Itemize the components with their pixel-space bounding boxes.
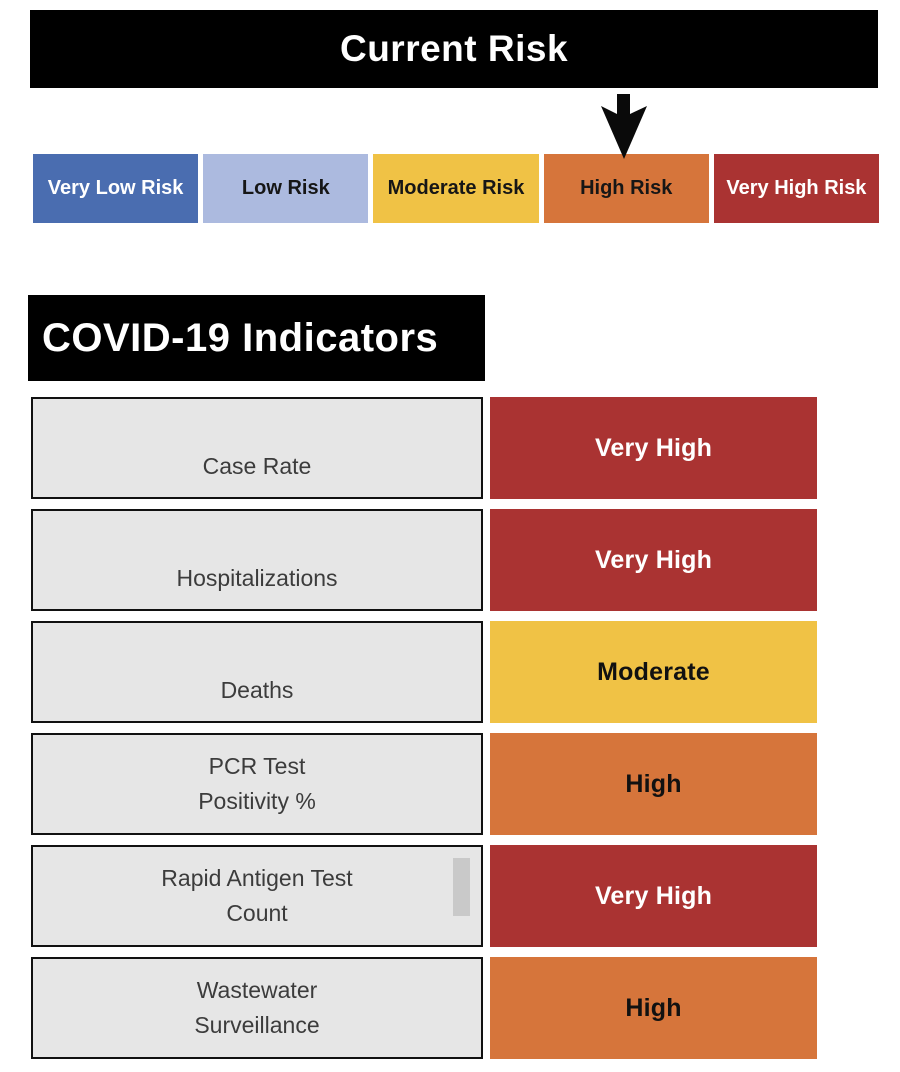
down-arrow-icon bbox=[601, 94, 647, 159]
status-badge-label: Moderate bbox=[597, 657, 710, 686]
indicator-label-line: Rapid Antigen Test bbox=[161, 865, 353, 891]
risk-level-label: Very Low Risk bbox=[47, 177, 184, 199]
risk-level-label: Moderate Risk bbox=[387, 177, 525, 199]
risk-level-low-risk: Low Risk bbox=[203, 154, 369, 223]
indicator-label-box: Deaths bbox=[31, 621, 483, 723]
indicator-label-box: Case Rate bbox=[31, 397, 483, 499]
risk-level-moderate-risk: Moderate Risk bbox=[373, 154, 539, 223]
indicator-label-box: Wastewater Surveillance bbox=[31, 957, 483, 1059]
risk-scale: Very Low Risk Low Risk Moderate Risk High R… bbox=[33, 154, 880, 223]
indicator-row: Rapid Antigen Test Count Very High bbox=[31, 845, 817, 947]
indicator-label-line: Positivity % bbox=[198, 788, 316, 814]
status-badge-label: High bbox=[625, 769, 682, 798]
indicator-label-line: PCR Test bbox=[208, 753, 306, 779]
current-risk-banner: Current Risk bbox=[30, 10, 878, 88]
indicator-label-line: Surveillance bbox=[194, 1012, 320, 1038]
status-badge: Very High bbox=[490, 509, 817, 611]
indicator-label-box: PCR Test Positivity % bbox=[31, 733, 483, 835]
risk-level-label: Very High Risk bbox=[726, 177, 867, 199]
indicator-row: Deaths Moderate bbox=[31, 621, 817, 723]
status-badge-label: Very High bbox=[594, 881, 713, 910]
indicator-label-line: Wastewater bbox=[196, 977, 318, 1003]
indicator-label-line: Deaths bbox=[220, 676, 294, 703]
covid-indicators-title: COVID-19 Indicators bbox=[42, 315, 439, 360]
indicator-label-box: Hospitalizations bbox=[31, 509, 483, 611]
status-badge: High bbox=[490, 957, 817, 1059]
status-badge-label: High bbox=[625, 993, 682, 1022]
indicator-label-line: Case Rate bbox=[202, 452, 312, 479]
status-badge-label: Very High bbox=[594, 433, 713, 462]
status-badge: Very High bbox=[490, 845, 817, 947]
status-badge: Very High bbox=[490, 397, 817, 499]
risk-level-high-risk: High Risk bbox=[543, 154, 709, 223]
indicator-row: Wastewater Surveillance High bbox=[31, 957, 817, 1059]
indicator-row: Case Rate Very High bbox=[31, 397, 817, 499]
covid-indicators-banner: COVID-19 Indicators bbox=[28, 295, 485, 381]
risk-level-label: Low Risk bbox=[241, 177, 330, 199]
scrollbar-thumb[interactable] bbox=[453, 858, 470, 916]
risk-level-very-low-risk: Very Low Risk bbox=[33, 154, 199, 223]
risk-level-very-high-risk: Very High Risk bbox=[713, 154, 880, 223]
status-badge-label: Very High bbox=[594, 545, 713, 574]
risk-level-label: High Risk bbox=[580, 177, 673, 199]
indicator-label-line: Hospitalizations bbox=[176, 564, 338, 591]
indicator-list: Case Rate Very High Hospitalizations Very H… bbox=[31, 397, 817, 1069]
current-risk-title: Current Risk bbox=[339, 28, 569, 69]
indicator-row: PCR Test Positivity % High bbox=[31, 733, 817, 835]
status-badge: Moderate bbox=[490, 621, 817, 723]
indicator-row: Hospitalizations Very High bbox=[31, 509, 817, 611]
status-badge: High bbox=[490, 733, 817, 835]
indicator-label-line: Count bbox=[226, 900, 288, 926]
indicator-label-box: Rapid Antigen Test Count bbox=[31, 845, 483, 947]
